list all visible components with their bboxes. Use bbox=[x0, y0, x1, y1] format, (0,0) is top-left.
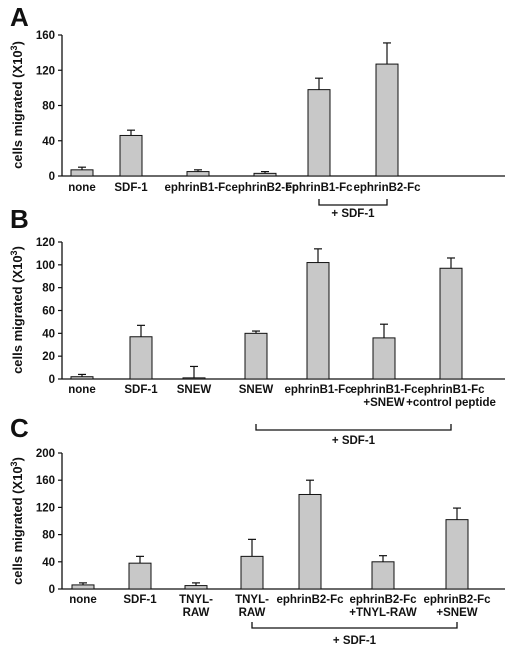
panel-label: C bbox=[10, 413, 29, 443]
bar bbox=[439, 267, 463, 380]
bar bbox=[244, 332, 268, 380]
x-tick-label: ephrinB2-Fc bbox=[231, 182, 299, 194]
x-tick-label: SDF-1 bbox=[124, 384, 158, 396]
x-tick-label: TNYL-RAW bbox=[179, 594, 213, 619]
y-tick-label: 160 bbox=[36, 30, 55, 42]
bar bbox=[128, 562, 152, 590]
x-tick-label: ephrinB1-Fc bbox=[284, 384, 352, 396]
x-tick-label: SNEW bbox=[239, 384, 274, 396]
panel-label: B bbox=[10, 204, 29, 234]
x-tick-label: SNEW bbox=[177, 384, 212, 396]
x-tick-label: SDF-1 bbox=[123, 594, 157, 606]
x-tick-label: none bbox=[68, 384, 95, 396]
y-tick-label: 200 bbox=[36, 448, 55, 460]
y-axis-label: cells migrated (X103) bbox=[9, 41, 25, 169]
bar bbox=[184, 585, 208, 590]
bar bbox=[307, 89, 331, 177]
y-tick-label: 120 bbox=[36, 237, 55, 249]
y-axis-label: cells migrated (X103) bbox=[9, 457, 25, 585]
bar bbox=[70, 169, 94, 177]
x-tick-label: ephrinB2-Fc +SNEW bbox=[423, 594, 491, 619]
x-tick-label: ephrinB1-Fc +control peptide bbox=[406, 384, 496, 409]
x-tick-label: ephrinB1-Fc +SNEW bbox=[350, 384, 418, 409]
x-tick-label: ephrinB1-Fc bbox=[285, 182, 353, 194]
bar bbox=[371, 561, 395, 590]
bar bbox=[445, 519, 469, 590]
bar bbox=[253, 172, 277, 177]
y-tick-label: 120 bbox=[36, 65, 55, 77]
y-tick-label: 0 bbox=[49, 374, 55, 386]
group-bracket bbox=[251, 622, 458, 629]
group-bracket bbox=[255, 424, 452, 431]
y-tick-label: 100 bbox=[36, 260, 55, 272]
y-tick-label: 80 bbox=[42, 283, 55, 295]
group-bracket bbox=[318, 199, 388, 206]
x-tick-label: none bbox=[68, 182, 95, 194]
group-bracket-label: + SDF-1 bbox=[332, 435, 376, 447]
y-tick-label: 40 bbox=[42, 136, 55, 148]
x-tick-label: ephrinB2-Fc bbox=[276, 594, 344, 606]
y-tick-label: 0 bbox=[49, 171, 55, 183]
y-tick-label: 120 bbox=[36, 502, 55, 514]
bar bbox=[119, 134, 143, 177]
y-tick-label: 40 bbox=[42, 557, 55, 569]
y-tick-label: 40 bbox=[42, 328, 55, 340]
y-tick-label: 80 bbox=[42, 530, 55, 542]
bar bbox=[70, 376, 94, 380]
y-axis-label: cells migrated (X103) bbox=[9, 246, 25, 374]
y-tick-label: 20 bbox=[42, 351, 55, 363]
bar bbox=[182, 377, 206, 380]
bar bbox=[306, 262, 330, 380]
y-tick-label: 60 bbox=[42, 306, 55, 318]
x-tick-label: TNYL-RAW bbox=[235, 594, 269, 619]
group-bracket-label: + SDF-1 bbox=[331, 208, 375, 220]
bar bbox=[240, 555, 264, 590]
bar bbox=[129, 336, 153, 380]
bar bbox=[372, 337, 396, 380]
x-tick-label: ephrinB2-Fc +TNYL-RAW bbox=[349, 594, 417, 619]
y-tick-label: 80 bbox=[42, 101, 55, 113]
panel-label: A bbox=[10, 2, 29, 32]
x-tick-label: SDF-1 bbox=[114, 182, 148, 194]
bar bbox=[298, 493, 322, 590]
y-tick-label: 160 bbox=[36, 475, 55, 487]
x-tick-label: none bbox=[69, 594, 96, 606]
bar bbox=[186, 171, 210, 177]
x-tick-label: ephrinB1-Fc bbox=[164, 182, 232, 194]
group-bracket-label: + SDF-1 bbox=[333, 635, 377, 647]
bar bbox=[71, 584, 95, 590]
y-tick-label: 0 bbox=[49, 584, 55, 596]
x-tick-label: ephrinB2-Fc bbox=[353, 182, 421, 194]
bar bbox=[375, 63, 399, 177]
